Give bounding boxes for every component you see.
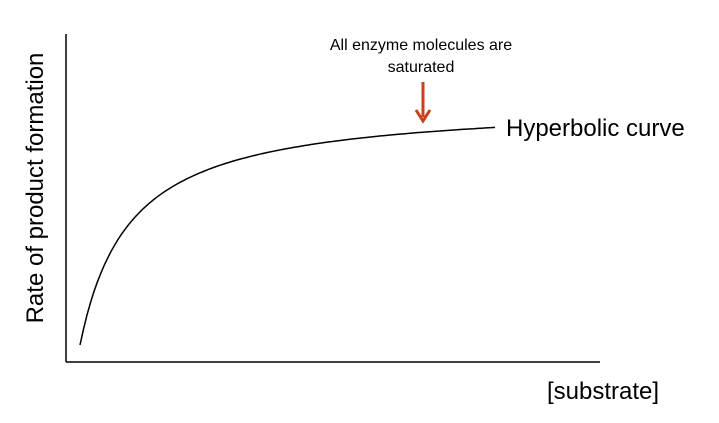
x-axis-title: [substrate] [547,378,659,405]
y-axis-title: Rate of product formation [22,53,49,324]
curve-label: Hyperbolic curve [506,115,685,142]
annotation-line-1: All enzyme molecules are [330,37,512,54]
annotation-line-2: saturated [388,59,455,76]
hyperbolic-curve [79,126,496,346]
annotation-arrow [414,82,432,124]
